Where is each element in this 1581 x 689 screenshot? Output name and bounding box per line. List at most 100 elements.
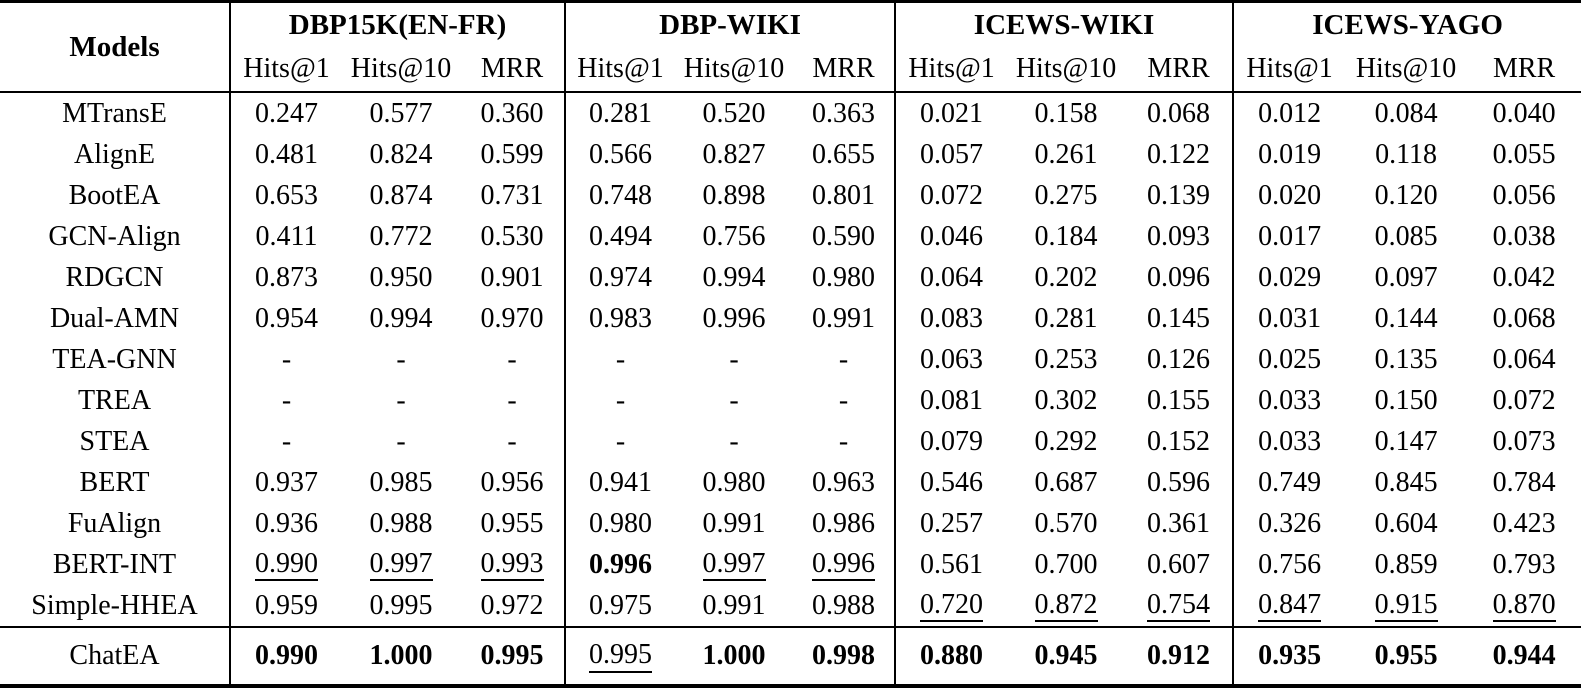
table-row-bert-int: BERT-INT 0.990 0.997 0.993 0.996 0.997 0.996 0.…: [0, 544, 1581, 585]
underlined-value: 0.997: [702, 548, 766, 582]
value-cell: 0.056: [1492, 179, 1556, 211]
value-cell: 0.546: [894, 462, 1008, 503]
value-cell: 0.083: [894, 298, 1008, 339]
table-row-tea-gnn: TEA-GNN - - - - - - 0.063 0.253 0.126 0.025 0.135 0.…: [0, 339, 1581, 380]
value-cell: 0.302: [1034, 384, 1098, 416]
value-cell: 0.827: [702, 138, 766, 170]
model-name-cell: BootEA: [68, 179, 161, 211]
value-cell: 0.363: [812, 97, 876, 129]
value-cell: 0.055: [1492, 138, 1556, 170]
value-cell: 0.530: [480, 220, 544, 252]
value-cell: -: [396, 384, 406, 416]
value-cell: 0.085: [1374, 220, 1438, 252]
group-header-dbp15k-en-fr-: DBP15K(EN-FR): [228, 1, 566, 47]
metric-header: Hits@1: [564, 47, 676, 92]
value-cell: 0.985: [369, 466, 433, 498]
table-header: Models DBP15K(EN-FR) DBP-WIKI ICEWS-WIKI IC…: [0, 1, 1581, 92]
value-cell: 0.158: [1034, 97, 1098, 129]
metric-header: Hits@1: [894, 47, 1008, 92]
value-cell: 0.257: [894, 503, 1008, 544]
value-cell: 0.184: [1034, 220, 1098, 252]
value-cell: 0.326: [1232, 503, 1346, 544]
model-name-cell: STEA: [79, 425, 150, 457]
value-cell: -: [396, 343, 406, 375]
value-cell: 0.093: [1147, 220, 1211, 252]
model-name-cell: MTransE: [62, 97, 167, 129]
value-cell: 0.873: [229, 257, 342, 298]
value-cell: 0.079: [894, 421, 1008, 462]
value-cell: 0.068: [1147, 97, 1211, 129]
value-cell: 0.653: [229, 175, 342, 216]
value-cell: 0.998: [812, 640, 876, 671]
value-cell: 0.120: [1374, 179, 1438, 211]
value-cell: 0.144: [1374, 302, 1438, 334]
value-cell: 0.880: [894, 627, 1008, 686]
value-cell: -: [564, 380, 676, 421]
value-cell: 0.991: [702, 589, 766, 621]
value-cell: 0.040: [1492, 97, 1556, 129]
value-cell: 0.963: [812, 466, 876, 498]
value-cell: 0.898: [702, 179, 766, 211]
value-cell: 0.991: [812, 302, 876, 334]
value-cell: 0.064: [1492, 343, 1556, 375]
table-row-rdgcn: RDGCN 0.873 0.950 0.901 0.974 0.994 0.980 0.064…: [0, 257, 1581, 298]
value-cell: 0.042: [1492, 261, 1556, 293]
metric-header: MRR: [480, 53, 544, 84]
value-cell: 0.996: [793, 544, 895, 585]
value-cell: -: [229, 380, 342, 421]
value-cell: -: [564, 339, 676, 380]
model-name-cell: TREA: [77, 384, 152, 416]
value-cell: 0.607: [1147, 548, 1211, 580]
value-cell: 0.955: [1374, 640, 1438, 671]
value-cell: 0.361: [1147, 507, 1211, 539]
value-cell: 0.570: [1034, 507, 1098, 539]
value-cell: 0.993: [460, 544, 565, 585]
metric-header: Hits@1: [1232, 47, 1346, 92]
value-cell: 0.772: [369, 220, 433, 252]
value-cell: 0.700: [1034, 548, 1098, 580]
value-cell: 0.281: [564, 92, 676, 134]
value-cell: 0.073: [1492, 425, 1556, 457]
metric-header: Hits@10: [350, 53, 452, 84]
group-header-icews-wiki: ICEWS-WIKI: [894, 1, 1234, 47]
table-row-bert: BERT 0.937 0.985 0.956 0.941 0.980 0.963 0.546 0…: [0, 462, 1581, 503]
value-cell: 0.261: [1034, 138, 1098, 170]
value-cell: 0.991: [702, 507, 766, 539]
value-cell: 0.941: [564, 462, 676, 503]
value-cell: 0.936: [229, 503, 342, 544]
value-cell: 0.994: [702, 261, 766, 293]
value-cell: 0.801: [812, 179, 876, 211]
value-cell: 0.990: [229, 544, 342, 585]
value-cell: 0.139: [1147, 179, 1211, 211]
value-cell: -: [838, 425, 849, 457]
metric-header: Hits@10: [683, 53, 785, 84]
model-name-cell: BERT-INT: [52, 548, 177, 580]
value-cell: -: [838, 343, 849, 375]
value-cell: 0.996: [702, 302, 766, 334]
table-row-trea: TREA - - - - - - 0.081 0.302 0.155 0.033 0.150 0.072: [0, 380, 1581, 421]
value-cell: 0.596: [1147, 466, 1211, 498]
value-cell: 0.996: [564, 544, 676, 585]
metric-header: Hits@10: [1015, 53, 1117, 84]
value-cell: -: [729, 384, 739, 416]
value-cell: -: [229, 339, 342, 380]
metric-header: MRR: [1492, 53, 1556, 84]
value-cell: 0.997: [675, 544, 793, 585]
value-cell: 0.945: [1034, 640, 1098, 671]
value-cell: 0.097: [1374, 261, 1438, 293]
underlined-value: 0.993: [480, 548, 544, 582]
value-cell: 0.017: [1232, 216, 1346, 257]
metric-header-row: Hits@1 Hits@10 MRR Hits@1 Hits@10 MRR Hits@1 Hi…: [0, 47, 1581, 92]
value-cell: -: [507, 384, 517, 416]
underlined-value: 0.754: [1147, 589, 1211, 623]
table-row-fualign: FuAlign 0.936 0.988 0.955 0.980 0.991 0.986 0.2…: [0, 503, 1581, 544]
value-cell: -: [229, 421, 342, 462]
value-cell: 0.033: [1232, 380, 1346, 421]
value-cell: 0.520: [702, 97, 766, 129]
value-cell: 0.975: [564, 585, 676, 627]
value-cell: 0.253: [1034, 343, 1098, 375]
value-cell: 0.937: [229, 462, 342, 503]
value-cell: -: [729, 343, 739, 375]
value-cell: -: [729, 425, 739, 457]
model-name-cell: GCN-Align: [48, 220, 181, 252]
